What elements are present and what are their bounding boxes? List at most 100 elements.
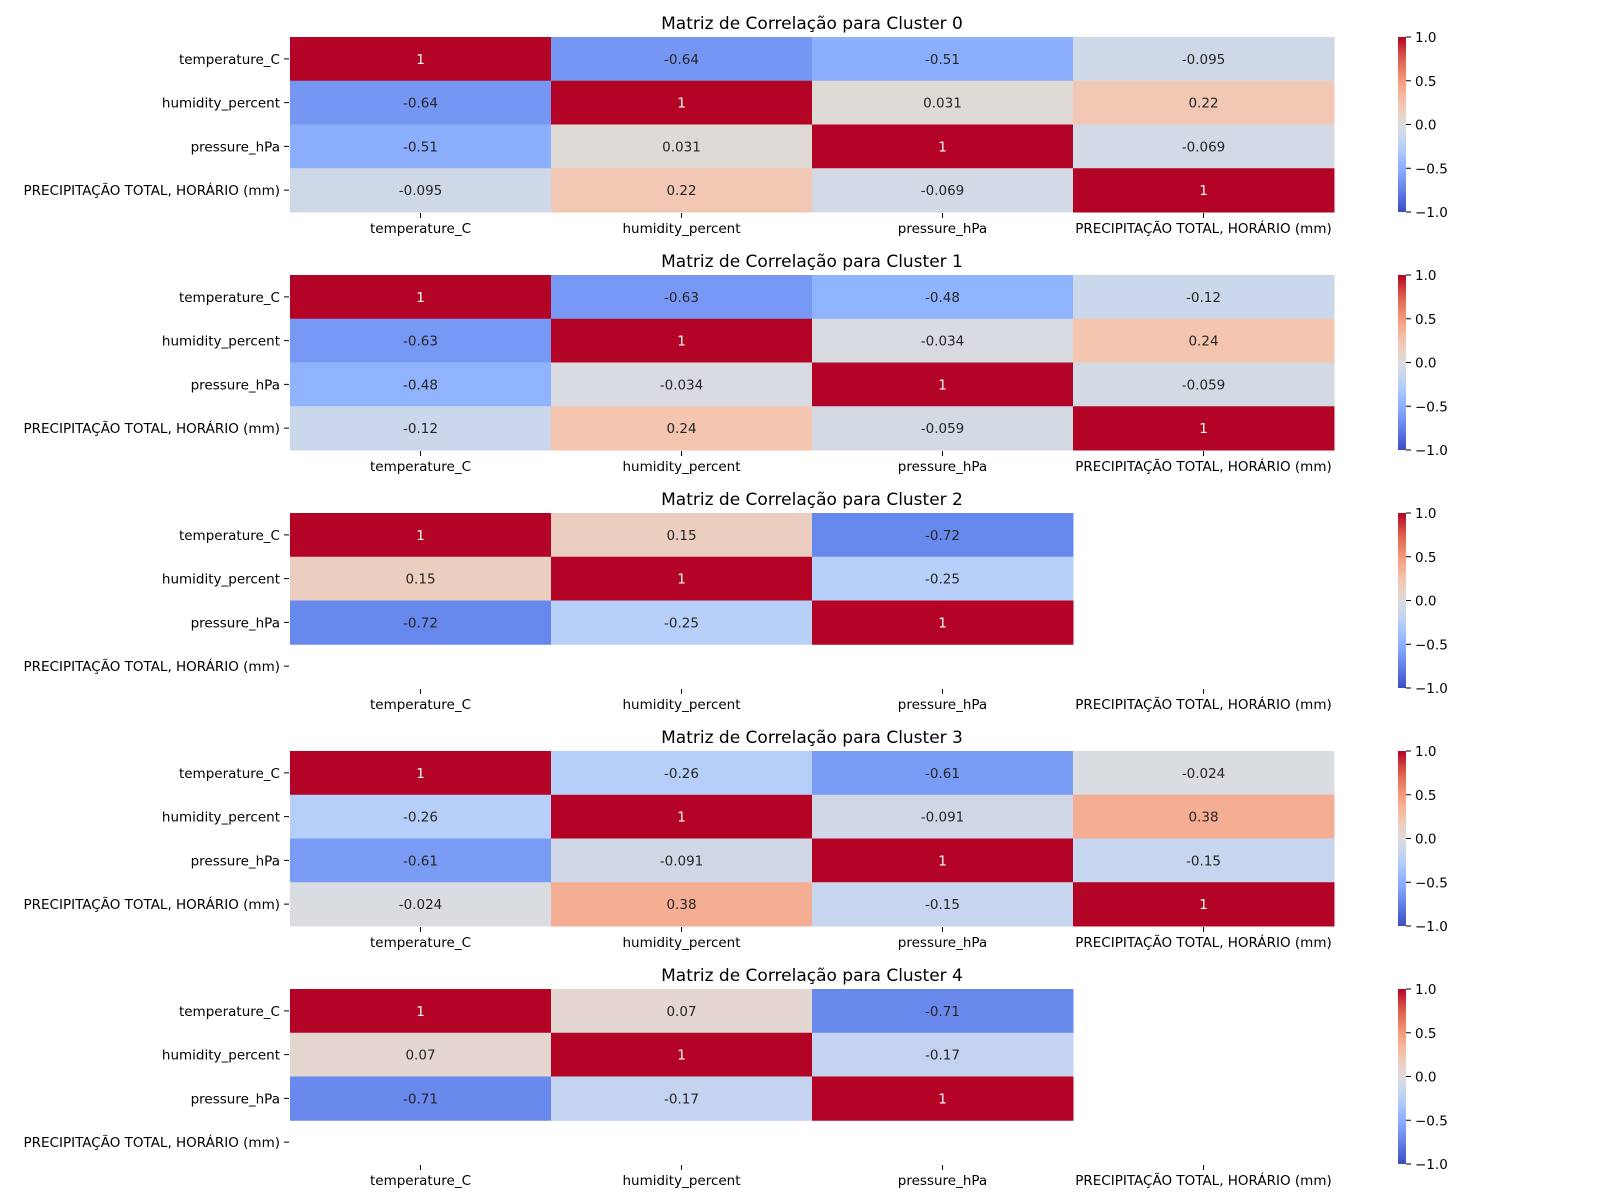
cell-value-label: 1 bbox=[1199, 897, 1208, 913]
cell-value-label: 0.031 bbox=[923, 96, 962, 112]
colorbar-tick-label: −0.5 bbox=[1415, 1113, 1448, 1129]
x-tick-label: PRECIPITAÇÃO TOTAL, HORÁRIO (mm) bbox=[1075, 934, 1332, 951]
cell-value-label: 1 bbox=[1199, 421, 1208, 437]
heatmap-cell bbox=[551, 124, 813, 169]
y-tick-label: pressure_hPa bbox=[191, 615, 280, 631]
heatmap-cell bbox=[812, 80, 1074, 125]
y-tick-label: pressure_hPa bbox=[191, 853, 280, 869]
heatmap-cell bbox=[290, 989, 552, 1034]
colorbar-tick-label: 0.0 bbox=[1415, 832, 1436, 848]
heatmap-cell bbox=[812, 838, 1074, 883]
colorbar-tick-label: 0.5 bbox=[1415, 312, 1436, 328]
x-tick-label: pressure_hPa bbox=[898, 1173, 987, 1189]
cell-value-label: -0.26 bbox=[664, 766, 699, 782]
y-tick-label: PRECIPITAÇÃO TOTAL, HORÁRIO (mm) bbox=[24, 182, 281, 199]
cell-value-label: 0.38 bbox=[666, 897, 696, 913]
y-tick-label: humidity_percent bbox=[162, 1048, 280, 1064]
heatmap-cell bbox=[551, 1076, 813, 1121]
heatmap-cell bbox=[551, 1032, 813, 1077]
cell-value-label: -0.51 bbox=[925, 52, 960, 68]
cell-value-label: -0.51 bbox=[403, 139, 438, 155]
heatmap-cell bbox=[812, 275, 1074, 320]
cell-value-label: -0.095 bbox=[1182, 52, 1226, 68]
heatmap-cell bbox=[290, 37, 552, 82]
heatmap-cell bbox=[812, 37, 1074, 82]
x-tick-label: humidity_percent bbox=[622, 935, 740, 951]
cell-value-label: -0.095 bbox=[399, 183, 443, 199]
heatmap-cell bbox=[551, 168, 813, 213]
heatmap-panel-3: Matriz de Correlação para Cluster 3 1 -0.2… bbox=[24, 728, 1448, 951]
cell-value-label: 1 bbox=[938, 615, 947, 631]
heatmap-cell bbox=[812, 1076, 1074, 1121]
heatmap-cell bbox=[290, 362, 552, 407]
heatmap-cell bbox=[290, 1032, 552, 1077]
colorbar bbox=[1398, 275, 1406, 450]
heatmap-cell bbox=[551, 362, 813, 407]
heatmap-cell bbox=[551, 751, 813, 796]
x-tick-label: pressure_hPa bbox=[898, 221, 987, 237]
x-tick-label: pressure_hPa bbox=[898, 459, 987, 475]
heatmap-cell bbox=[551, 406, 813, 451]
heatmap-cell bbox=[551, 794, 813, 839]
heatmap-cell bbox=[812, 989, 1074, 1034]
heatmap-cell bbox=[290, 1076, 552, 1121]
heatmap-cell bbox=[551, 37, 813, 82]
cell-value-label: -0.25 bbox=[925, 572, 960, 588]
heatmap-title: Matriz de Correlação para Cluster 2 bbox=[661, 490, 963, 510]
cell-value-label: 0.38 bbox=[1188, 810, 1218, 826]
cell-value-label: 0.22 bbox=[1188, 96, 1218, 112]
y-tick-label: PRECIPITAÇÃO TOTAL, HORÁRIO (mm) bbox=[24, 420, 281, 437]
cell-value-label: 0.22 bbox=[666, 183, 696, 199]
y-tick-label: humidity_percent bbox=[162, 334, 280, 350]
cell-value-label: -0.091 bbox=[921, 810, 965, 826]
colorbar-tick-label: 1.0 bbox=[1415, 506, 1436, 522]
colorbar-tick-label: −0.5 bbox=[1415, 399, 1448, 415]
y-tick-label: PRECIPITAÇÃO TOTAL, HORÁRIO (mm) bbox=[24, 896, 281, 913]
cell-value-label: 1 bbox=[938, 377, 947, 393]
heatmap-cell bbox=[551, 80, 813, 125]
heatmap-cell bbox=[1073, 168, 1335, 213]
x-tick-label: humidity_percent bbox=[622, 1173, 740, 1189]
heatmap-cell bbox=[290, 513, 552, 558]
colorbar bbox=[1398, 751, 1406, 926]
heatmap-cell bbox=[1073, 838, 1335, 883]
y-tick-label: PRECIPITAÇÃO TOTAL, HORÁRIO (mm) bbox=[24, 658, 281, 675]
cell-value-label: -0.034 bbox=[921, 334, 965, 350]
cell-value-label: -0.024 bbox=[1182, 766, 1226, 782]
cell-value-label: 0.15 bbox=[405, 572, 435, 588]
cell-value-label: -0.069 bbox=[1182, 139, 1226, 155]
heatmap-cell bbox=[551, 275, 813, 320]
cell-value-label: -0.61 bbox=[925, 766, 960, 782]
cell-value-label: 1 bbox=[416, 52, 425, 68]
colorbar-tick-label: −1.0 bbox=[1415, 681, 1448, 697]
cell-value-label: -0.48 bbox=[925, 290, 960, 306]
colorbar-tick-label: 0.5 bbox=[1415, 1026, 1436, 1042]
colorbar-tick-label: −1.0 bbox=[1415, 919, 1448, 935]
cell-value-label: -0.72 bbox=[925, 528, 960, 544]
cell-value-label: 1 bbox=[416, 1004, 425, 1020]
heatmap-cell bbox=[290, 80, 552, 125]
colorbar-tick-label: 0.0 bbox=[1415, 118, 1436, 134]
cell-value-label: 0.031 bbox=[662, 139, 701, 155]
x-tick-label: pressure_hPa bbox=[898, 935, 987, 951]
cell-value-label: 1 bbox=[416, 766, 425, 782]
cell-value-label: -0.12 bbox=[403, 421, 438, 437]
colorbar-tick-label: 1.0 bbox=[1415, 268, 1436, 284]
heatmap-cell bbox=[290, 275, 552, 320]
cell-value-label: -0.059 bbox=[921, 421, 965, 437]
cell-value-label: 1 bbox=[416, 290, 425, 306]
heatmap-cell bbox=[290, 751, 552, 796]
heatmap-cell bbox=[812, 600, 1074, 645]
y-tick-label: humidity_percent bbox=[162, 810, 280, 826]
cell-value-label: -0.64 bbox=[664, 52, 699, 68]
colorbar-tick-label: −1.0 bbox=[1415, 1157, 1448, 1173]
cell-value-label: 1 bbox=[938, 853, 947, 869]
heatmap-cell bbox=[812, 1032, 1074, 1077]
cell-value-label: -0.25 bbox=[664, 615, 699, 631]
cell-value-label: -0.034 bbox=[660, 377, 704, 393]
colorbar-tick-label: 1.0 bbox=[1415, 982, 1436, 998]
cell-value-label: -0.61 bbox=[403, 853, 438, 869]
heatmap-cell bbox=[290, 794, 552, 839]
heatmap-cell bbox=[1073, 124, 1335, 169]
heatmap-cell bbox=[290, 882, 552, 927]
